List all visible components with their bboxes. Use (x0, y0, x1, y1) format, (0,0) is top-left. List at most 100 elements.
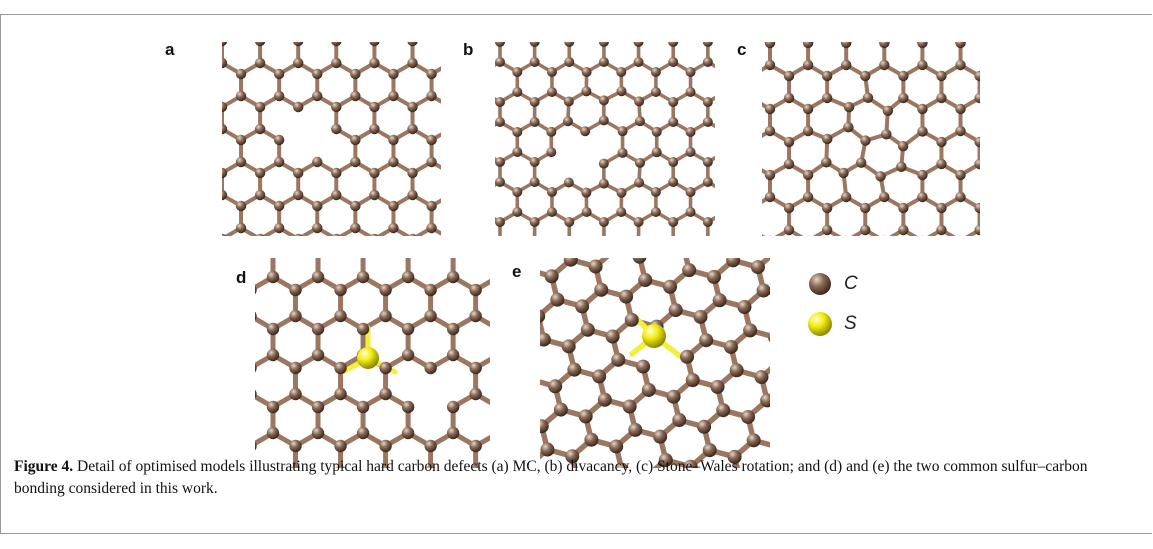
carbon-atom (598, 57, 609, 67)
carbon-atom (821, 70, 833, 82)
carbon-atom (616, 207, 627, 217)
carbon-atom (565, 449, 580, 464)
carbon-atom (668, 303, 683, 318)
carbon-atom (685, 187, 696, 197)
carbon-atom (860, 202, 871, 214)
carbon-atom (764, 42, 776, 49)
carbon-atom (628, 422, 643, 437)
carbon-atom (407, 189, 418, 201)
lattice-d (255, 258, 490, 468)
carbon-atom (311, 270, 325, 284)
carbon-atom (446, 426, 460, 440)
carbon-atom (879, 59, 890, 71)
figure-caption-label: Figure 4. (14, 458, 74, 475)
carbon-atom (802, 42, 814, 49)
carbon-atom (273, 222, 285, 234)
carbon-atom (495, 97, 505, 107)
carbon-atom (955, 169, 966, 181)
carbon-atom (563, 96, 574, 107)
legend-label-sulfur: S (844, 313, 857, 334)
carbon-atom (550, 292, 565, 307)
carbon-atom (955, 103, 966, 115)
carbon-atom (592, 369, 607, 384)
carbon-atom (862, 92, 874, 103)
carbon-atom (254, 189, 266, 201)
panel-label-a: a (165, 40, 175, 59)
carbon-atom (446, 348, 460, 362)
carbon-atom (379, 439, 392, 453)
carbon-atom (289, 309, 302, 323)
carbon-atom (955, 125, 966, 137)
carbon-atom (529, 97, 540, 107)
carbon-atom (651, 147, 662, 158)
carbon-atom (401, 426, 415, 440)
legend-label-carbon: C (844, 273, 858, 294)
carbon-atom (546, 67, 557, 77)
carbon-atom (917, 59, 928, 71)
carbon-atom (821, 202, 833, 214)
carbon-atom (254, 101, 266, 113)
carbon-atom (255, 233, 265, 236)
panel-label-e: e (512, 262, 522, 281)
carbon-atom (783, 202, 795, 214)
carbon-atom (641, 382, 656, 397)
carbon-atom (369, 189, 380, 201)
carbon-atom (254, 167, 266, 179)
carbon-atom (564, 42, 575, 47)
carbon-atom (974, 158, 980, 170)
carbon-atom (653, 429, 668, 444)
carbon-atom (580, 322, 595, 337)
carbon-atom (841, 42, 852, 49)
carbon-atom (702, 443, 717, 458)
carbon-atom (446, 322, 460, 336)
carbon-atom (581, 86, 592, 97)
carbon-atom (668, 217, 679, 227)
carbon-atom (682, 263, 697, 278)
carbon-atom (617, 147, 628, 158)
carbon-atom (331, 101, 342, 113)
carbon-atom (712, 293, 727, 308)
carbon-atom (388, 156, 399, 168)
carbon-atom (598, 217, 609, 227)
carbon-atom (334, 309, 347, 323)
carbon-atom (897, 140, 909, 152)
carbon-atom (356, 426, 370, 440)
carbon-atom (512, 187, 523, 197)
carbon-atom (529, 157, 540, 167)
carbon-atom (598, 95, 609, 106)
carbon-atom (802, 103, 814, 115)
carbon-atom (650, 67, 661, 77)
carbon-atom (312, 222, 323, 234)
carbon-atom (588, 259, 603, 274)
lattice-e (540, 258, 770, 468)
carbon-atom (841, 191, 852, 203)
carbon-atom (562, 116, 573, 127)
carbon-atom (581, 207, 592, 217)
carbon-atom (350, 134, 361, 146)
carbon-atom (266, 322, 280, 336)
carbon-atom (634, 177, 645, 188)
figure-caption: Figure 4. Detail of optimised models ill… (14, 456, 1139, 500)
carbon-atom (750, 260, 765, 275)
carbon-atom (293, 101, 304, 113)
carbon-atom (512, 67, 523, 77)
carbon-atom (540, 309, 546, 323)
carbon-atom (843, 101, 855, 113)
carbon-atom (936, 136, 947, 148)
carbon-atom (469, 309, 482, 323)
carbon-atom (974, 70, 980, 82)
carbon-atom (634, 157, 645, 168)
carbon-atom (255, 311, 257, 321)
carbon-atom (311, 426, 325, 440)
carbon-atom (311, 400, 325, 414)
carbon-atom (668, 42, 679, 47)
carbon-atom (425, 465, 436, 468)
carbon-atom (426, 200, 437, 212)
carbon-atom (222, 189, 228, 201)
carbon-atom (699, 333, 714, 348)
carbon-atom (727, 449, 742, 464)
carbon-atom (616, 67, 627, 77)
carbon-atom (426, 134, 437, 146)
carbon-atom (668, 57, 679, 67)
carbon-atom (668, 157, 679, 167)
